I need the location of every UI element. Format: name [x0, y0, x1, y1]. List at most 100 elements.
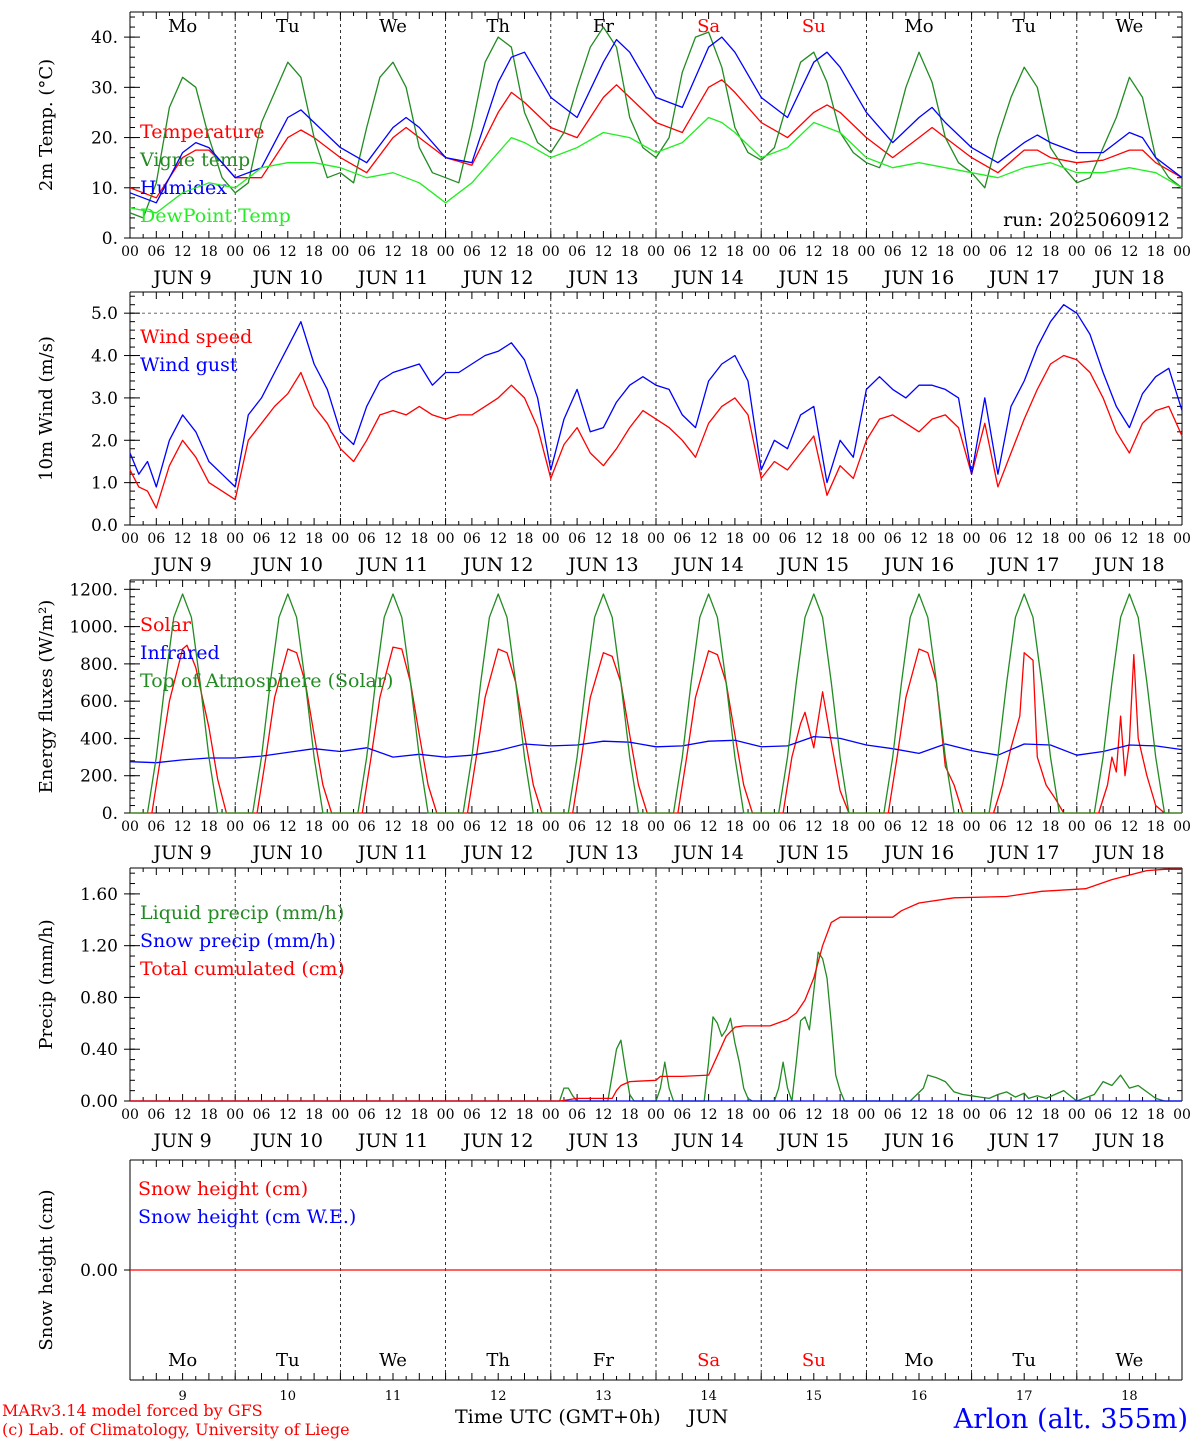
hour-tick-label: 00: [752, 1107, 770, 1123]
hour-tick-label: 12: [594, 244, 612, 260]
date-label: JUN 13: [566, 1130, 638, 1152]
hour-tick-label: 18: [516, 531, 534, 547]
panel-3: 0. 200. 400. 600. 800. 1000. 1200. Energy fluxe…: [36, 579, 1191, 864]
legend-entry: Snow height (cm): [138, 1178, 308, 1200]
hour-tick-label: 00: [1068, 531, 1086, 547]
hour-tick-label: 00: [437, 819, 455, 835]
hour-tick-label: 12: [279, 531, 297, 547]
date-label: JUN 11: [356, 554, 428, 576]
day-name-label: We: [1116, 16, 1144, 37]
hour-tick-label: 12: [279, 1107, 297, 1123]
hour-tick-label: 18: [726, 1107, 744, 1123]
hour-tick-label: 06: [568, 819, 586, 835]
hour-tick-label: 00: [1173, 244, 1191, 260]
hour-tick-label: 06: [147, 244, 165, 260]
hour-tick-label: 00: [1068, 1107, 1086, 1123]
hour-tick-label: 06: [989, 1107, 1007, 1123]
hour-tick-label: 06: [358, 1107, 376, 1123]
y-tick-label: 0.80: [80, 988, 118, 1008]
hour-tick-label: 06: [1094, 531, 1112, 547]
hour-tick-label: 00: [963, 244, 981, 260]
hour-tick-label: 06: [673, 244, 691, 260]
hour-tick-label: 06: [147, 531, 165, 547]
hour-tick-label: 00: [963, 819, 981, 835]
hour-tick-label: 18: [1042, 1107, 1060, 1123]
hour-tick-label: 12: [1120, 244, 1138, 260]
series-line-solar: [130, 644, 1182, 814]
date-label: JUN 14: [671, 267, 743, 289]
y-tick-label: 2.0: [91, 431, 118, 451]
day-number-label: 9: [178, 1389, 186, 1404]
hour-tick-label: 12: [384, 819, 402, 835]
hour-tick-label: 06: [253, 531, 271, 547]
hour-tick-label: 12: [489, 819, 507, 835]
hour-tick-label: 06: [779, 531, 797, 547]
hour-tick-label: 00: [752, 531, 770, 547]
hour-tick-label: 12: [384, 531, 402, 547]
hour-tick-label: 12: [1015, 244, 1033, 260]
date-label: JUN 10: [251, 554, 323, 576]
day-name-label: Tu: [276, 1350, 300, 1371]
series-line-total-cumulated-cm: [130, 868, 1182, 1102]
date-label: JUN 12: [461, 267, 533, 289]
date-label: JUN 10: [251, 267, 323, 289]
panel-4: 0.00 0.40 0.80 1.20 1.60 Precip (mm/h) Liquid …: [36, 867, 1191, 1152]
hour-tick-label: 18: [1147, 819, 1165, 835]
hour-tick-label: 00: [857, 819, 875, 835]
hour-tick-label: 18: [200, 531, 218, 547]
hour-tick-label: 18: [1042, 244, 1060, 260]
date-label: JUN 18: [1092, 554, 1164, 576]
hour-tick-label: 18: [1042, 531, 1060, 547]
y-axis-label: 2m Temp. (°C): [36, 59, 57, 191]
hour-tick-label: 06: [358, 244, 376, 260]
date-label: JUN 11: [356, 842, 428, 864]
series-line-vigne-temp: [129, 26, 1183, 219]
hour-tick-label: 00: [331, 244, 349, 260]
date-label: JUN 13: [566, 842, 638, 864]
date-label: JUN 14: [671, 554, 743, 576]
hour-tick-label: 18: [936, 244, 954, 260]
hour-tick-label: 12: [910, 819, 928, 835]
hour-tick-label: 06: [253, 819, 271, 835]
hour-tick-label: 12: [910, 244, 928, 260]
hour-tick-label: 00: [647, 244, 665, 260]
y-tick-label: 0.: [102, 229, 118, 249]
day-name-label: Sa: [697, 1350, 720, 1371]
hour-tick-label: 12: [489, 244, 507, 260]
hour-tick-label: 18: [936, 819, 954, 835]
hour-tick-label: 18: [726, 819, 744, 835]
hour-tick-label: 06: [779, 244, 797, 260]
hour-tick-label: 06: [253, 244, 271, 260]
hour-tick-label: 06: [1094, 819, 1112, 835]
date-label: JUN 12: [461, 1130, 533, 1152]
day-number-label: 11: [385, 1389, 402, 1404]
hour-tick-label: 06: [673, 531, 691, 547]
date-label: JUN 9: [151, 842, 211, 864]
y-axis-label: Snow height (cm): [36, 1189, 57, 1350]
hour-tick-label: 18: [1042, 819, 1060, 835]
date-label: JUN 17: [987, 267, 1059, 289]
hour-tick-label: 06: [1094, 244, 1112, 260]
hour-tick-label: 00: [542, 244, 560, 260]
y-tick-label: 1.0: [91, 474, 118, 494]
date-label: JUN 9: [151, 554, 211, 576]
hour-tick-label: 12: [174, 1107, 192, 1123]
hour-tick-label: 06: [884, 531, 902, 547]
y-tick-label: 0.00: [80, 1092, 118, 1112]
hour-tick-label: 00: [752, 819, 770, 835]
legend-entry: Top of Atmosphere (Solar): [140, 670, 393, 692]
hour-tick-label: 18: [305, 819, 323, 835]
legend-entry: Humidex: [140, 177, 227, 199]
date-label: JUN 14: [671, 1130, 743, 1152]
day-name-label: Tu: [1012, 1350, 1036, 1371]
hour-tick-label: 12: [700, 531, 718, 547]
hour-tick-label: 06: [358, 531, 376, 547]
model-credit: MARv3.14 model forced by GFS: [2, 1401, 263, 1420]
day-number-label: 16: [911, 1389, 928, 1404]
hour-tick-label: 12: [174, 819, 192, 835]
y-tick-label: 1000.: [69, 618, 118, 638]
hour-tick-label: 18: [200, 244, 218, 260]
hour-tick-label: 06: [673, 1107, 691, 1123]
y-tick-label: 0.: [102, 804, 118, 824]
